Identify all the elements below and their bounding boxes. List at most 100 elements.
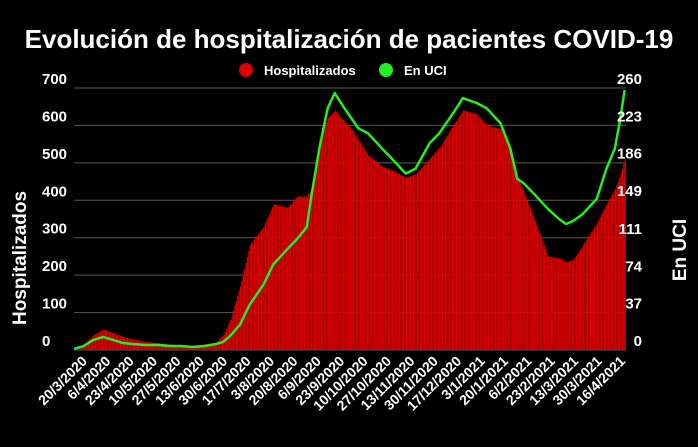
hospitalizados-bar — [616, 185, 618, 350]
hospitalizados-bar — [582, 245, 585, 350]
legend-uci-marker — [379, 63, 393, 77]
hospitalizados-bar — [535, 222, 537, 350]
hospitalizados-bar — [580, 249, 582, 350]
hospitalizados-bar — [397, 173, 399, 350]
hospitalizados-bar — [163, 343, 165, 350]
hospitalizados-bar — [358, 140, 360, 350]
hospitalizados-bar — [288, 206, 290, 350]
hospitalizados-bar — [170, 344, 172, 350]
hospitalizados-bar — [411, 175, 413, 350]
hospitalizados-bar — [591, 231, 593, 350]
hospitalizados-bar — [492, 126, 494, 351]
hospitalizados-bar — [574, 258, 576, 350]
legend: Hospitalizados En UCI — [239, 63, 447, 78]
hospitalizados-bar — [86, 341, 88, 350]
hospitalizados-bar — [295, 198, 297, 350]
hospitalizados-bar — [458, 116, 460, 351]
hospitalizados-bar — [436, 151, 438, 350]
hospitalizados-bar — [306, 196, 309, 350]
hospitalizados-bar — [234, 305, 236, 350]
hospitalizados-bar — [494, 127, 497, 350]
hospitalizados-bar — [341, 118, 343, 350]
hospitalizados-bar — [331, 113, 334, 350]
hospitalizados-bar — [172, 344, 175, 350]
hospitalizados-bar — [394, 171, 396, 350]
hospitalizados-bar — [336, 112, 338, 350]
hospitalizados-bar — [390, 169, 392, 350]
hospitalizados-bar — [308, 194, 310, 350]
hospitalizados-bar — [606, 204, 608, 350]
hospitalizados-bar — [220, 338, 222, 350]
hospitalizados-bar — [85, 343, 87, 350]
hospitalizados-bar — [549, 256, 551, 350]
left-tick-label: 600 — [42, 108, 67, 125]
hospitalizados-bar — [508, 145, 511, 350]
hospitalizados-bar — [511, 153, 513, 350]
hospitalizados-bar — [309, 191, 311, 350]
hospitalizados-bar — [465, 111, 467, 351]
right-tick-label: 111 — [619, 221, 642, 238]
hospitalizados-bar — [184, 345, 186, 350]
hospitalizados-bar — [182, 345, 184, 350]
left-tick-label: 400 — [42, 183, 67, 200]
hospitalizados-bar — [557, 258, 559, 350]
hospitalizados-bar — [245, 262, 247, 350]
hospitalizados-bar — [503, 134, 505, 350]
hospitalizados-bar — [400, 174, 402, 350]
hospitalizados-bar — [320, 136, 322, 350]
hospitalizados-bar — [278, 205, 281, 350]
hospitalizados-bar — [593, 227, 596, 350]
left-tick-label: 500 — [42, 146, 67, 163]
hospitalizados-bar — [316, 156, 318, 350]
hospitalizados-bar — [217, 341, 219, 350]
hospitalizados-bar — [457, 119, 459, 350]
hospitalizados-bar — [547, 256, 550, 350]
hospitalizados-bar — [578, 251, 580, 350]
hospitalizados-bar — [283, 206, 285, 350]
hospitalizados-bar — [567, 261, 569, 350]
hospitalizados-bar — [464, 110, 466, 350]
hospitalizados-bar — [521, 186, 523, 350]
hospitalizados-bar — [398, 174, 401, 350]
chart-title: Evolución de hospitalización de paciente… — [25, 24, 674, 54]
hospitalizados-bar — [185, 345, 187, 350]
hospitalizados-bar — [154, 342, 157, 350]
legend-uci-label: En UCI — [404, 63, 447, 78]
hospitalizados-bar — [542, 241, 544, 350]
hospitalizados-bar — [384, 167, 387, 350]
hospitalizados-bar — [305, 196, 307, 350]
hospitalizados-bar — [393, 171, 395, 350]
hospitalizados-bar — [490, 126, 493, 350]
hospitalizados-bar — [613, 191, 615, 350]
hospitalizados-bar — [510, 147, 512, 350]
hospitalizados-bar — [310, 189, 313, 350]
hospitalizados-bar — [210, 343, 212, 350]
hospitalizados-bar — [207, 343, 210, 350]
hospitalizados-bar — [352, 131, 355, 350]
hospitalizados-bar — [156, 342, 158, 350]
hospitalizados-bar — [451, 127, 454, 350]
hospitalizados-bar — [251, 243, 253, 350]
left-axis-ticks: 0 100 200 300 400 500 600 700 — [42, 71, 67, 350]
hospitalizados-bar — [573, 260, 575, 350]
hospitalizados-bar — [214, 342, 217, 350]
hospitalizados-bar — [482, 120, 484, 351]
hospitalizados-bar — [481, 119, 483, 350]
hospitalizados-bar — [382, 166, 384, 350]
hospitalizados-bar — [348, 126, 350, 351]
hospitalizados-bar — [94, 334, 97, 350]
hospitalizados-bar — [99, 331, 101, 350]
hospitalizados-bar — [607, 201, 610, 350]
hospitalizados-bar — [433, 154, 435, 350]
right-tick-label: 37 — [625, 296, 642, 313]
hospitalizados-bar — [266, 220, 268, 350]
hospitalizados-bar — [178, 345, 180, 350]
hospitalizados-bar — [612, 194, 614, 350]
hospitalizados-bar — [429, 159, 431, 350]
hospitalizados-bar — [442, 143, 444, 350]
hospitalizados-bar — [284, 207, 286, 350]
hospitalizados-bar — [446, 136, 448, 350]
hospitalizados-bar — [343, 120, 345, 350]
hospitalizados-bar — [409, 176, 412, 350]
